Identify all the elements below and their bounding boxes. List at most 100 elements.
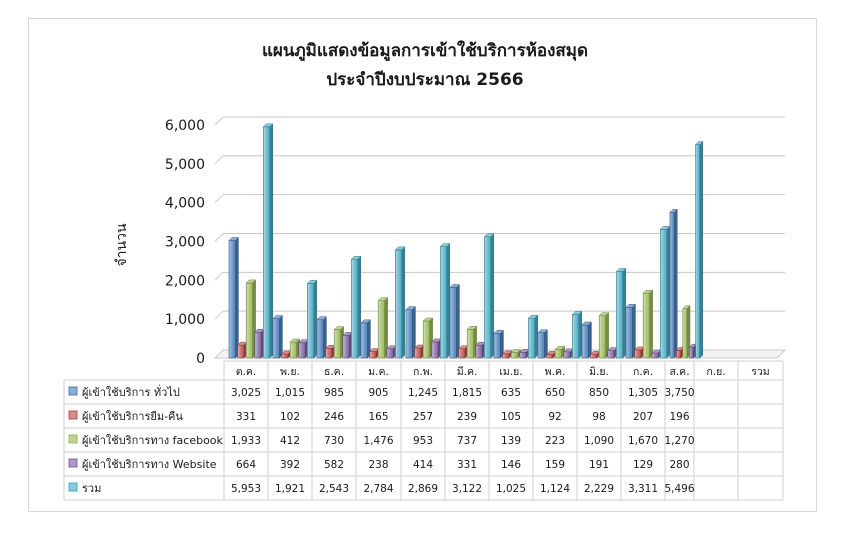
data-label: 905: [368, 387, 388, 399]
data-label: 3,311: [628, 483, 658, 495]
bar-side: [446, 242, 451, 359]
bar-top: [394, 246, 406, 251]
x-tick-label: มิ.ย.: [589, 366, 609, 378]
bar-top: [625, 304, 637, 308]
x-tick-label: ต.ค.: [236, 366, 257, 378]
bar-front: [237, 344, 245, 359]
bar-top: [682, 305, 691, 309]
bar-side: [699, 140, 704, 359]
bar-front: [625, 307, 633, 359]
data-label: 3,025: [231, 387, 261, 399]
bar-front: [298, 342, 306, 359]
data-label: 1,921: [275, 483, 305, 495]
bar-front: [316, 319, 324, 359]
bar: [333, 326, 345, 359]
x-tick-label: รวม: [751, 366, 769, 378]
data-label: 129: [633, 459, 653, 471]
bar-top: [245, 279, 257, 284]
bar-side: [279, 314, 283, 359]
bar: [694, 140, 704, 359]
bar-side: [401, 246, 406, 359]
y-tick-label: 4,000: [165, 196, 205, 212]
x-tick-label: เม.ย.: [499, 366, 522, 378]
gridline-depth: [214, 116, 224, 126]
chart-frame: [28, 18, 817, 512]
bar: [493, 329, 505, 359]
bar-side: [588, 321, 592, 359]
bar-front: [510, 352, 518, 359]
bar-front: [688, 346, 694, 359]
y-tick-label: 5,000: [165, 157, 205, 173]
bar: [659, 225, 671, 359]
bar: [342, 331, 353, 359]
data-label: 1,245: [408, 387, 438, 399]
bar-front: [572, 314, 580, 359]
gridline-depth: [214, 310, 224, 320]
bar-top: [669, 209, 678, 213]
bar: [669, 208, 678, 359]
bar-front: [581, 324, 589, 359]
bar-front: [651, 352, 659, 359]
bar: [581, 321, 593, 359]
data-label: 635: [501, 387, 521, 399]
bar-front: [228, 240, 236, 359]
bar-front: [682, 308, 688, 359]
bar-side: [622, 267, 627, 359]
bar-top: [554, 346, 566, 350]
bar-front: [466, 329, 474, 359]
data-label: 159: [545, 459, 565, 471]
bar-side: [649, 289, 653, 359]
bar: [554, 345, 566, 359]
y-axis-label: จำนวน: [114, 223, 130, 266]
x-tick-label: ส.ค.: [669, 366, 689, 378]
bar-front: [342, 335, 350, 359]
data-label: 331: [236, 411, 256, 423]
bar-front: [325, 348, 333, 359]
bar: [642, 289, 654, 359]
bar-front: [422, 320, 430, 359]
data-label: 582: [324, 459, 344, 471]
data-label: 5,496: [664, 483, 694, 495]
bar-top: [483, 233, 495, 238]
data-label: 1,933: [231, 435, 261, 447]
bar: [625, 303, 637, 359]
bar-top: [262, 123, 274, 128]
bar-front: [254, 331, 262, 359]
bar: [519, 348, 530, 359]
bar-top: [360, 319, 372, 324]
data-label: 1,124: [540, 483, 570, 495]
bar-top: [228, 237, 240, 241]
bar: [431, 338, 442, 359]
bar-top: [466, 326, 478, 330]
data-label: 1,476: [363, 435, 393, 447]
bar-top: [615, 268, 627, 272]
data-table: ต.ค. พ.ย. ธ.ค. ม.ค. ก.พ. มี.ค. เม.ย. พ.ค. มิ.ย. ก…: [63, 360, 784, 501]
data-label: 98: [592, 411, 605, 423]
bar: [324, 344, 336, 359]
legend-entry: ผู้เข้าใช้บริการทาง facebook: [82, 434, 224, 447]
y-tick-label: 2,000: [165, 273, 205, 289]
bar-front: [458, 348, 466, 359]
bar-side: [534, 314, 539, 359]
bar-front: [563, 351, 571, 359]
data-label: 139: [501, 435, 521, 447]
bar: [457, 345, 469, 359]
bar-top: [598, 312, 610, 316]
gridline-depth: [214, 233, 224, 242]
data-label: 1,015: [275, 387, 305, 399]
bar: [394, 246, 406, 359]
bar-front: [607, 350, 615, 359]
data-label: 238: [368, 459, 388, 471]
bar-front: [519, 352, 527, 359]
bar-side: [578, 310, 583, 359]
bar: [360, 319, 372, 359]
bar: [439, 242, 451, 359]
legend-key: [68, 386, 78, 396]
bar-front: [333, 329, 341, 359]
data-label: 414: [413, 459, 433, 471]
data-label: 985: [324, 387, 344, 399]
data-label: 850: [589, 387, 609, 399]
x-tick-label: ก.ย.: [706, 366, 725, 378]
data-label: 2,543: [319, 483, 349, 495]
bar: [245, 279, 257, 359]
